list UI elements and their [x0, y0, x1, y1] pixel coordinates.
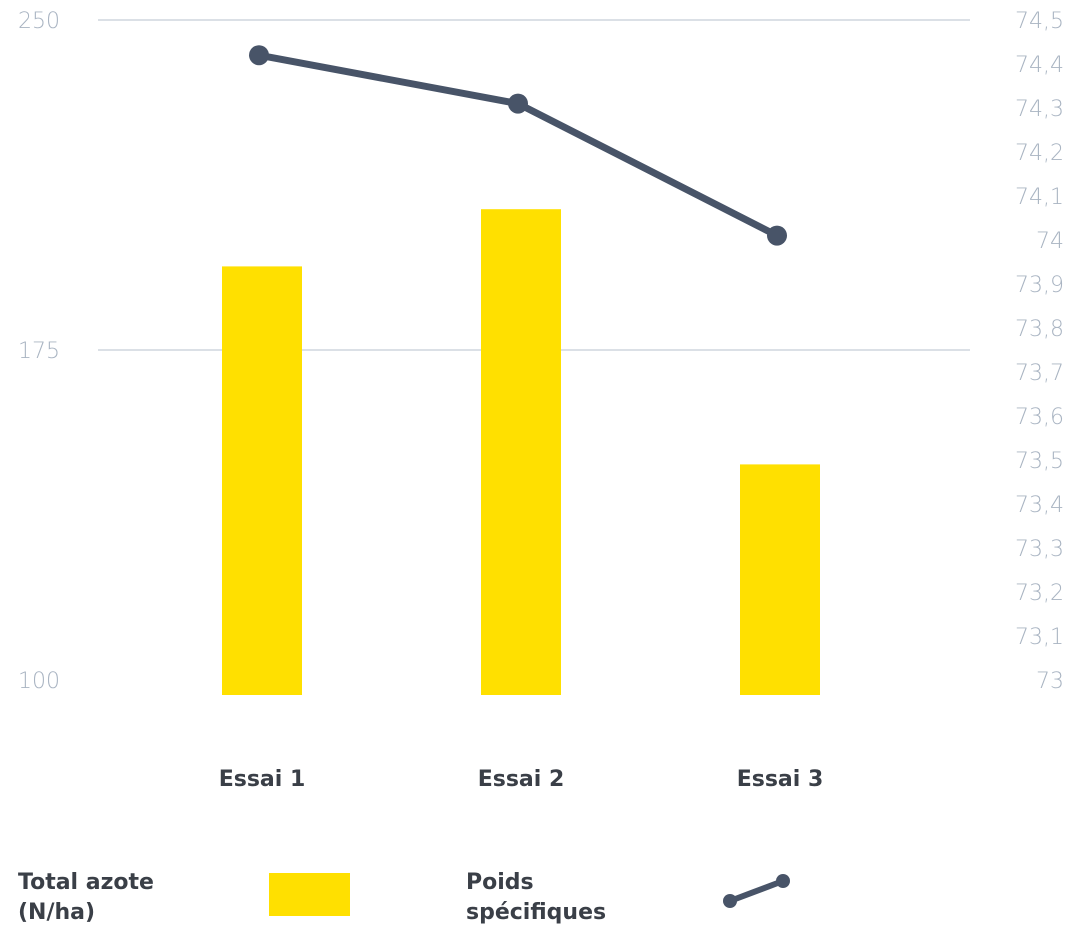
legend-line-swatch [727, 878, 786, 904]
legend: Total azote (N/ha) Poids spécifiques [18, 870, 790, 925]
right-tick-label: 73,5 [1015, 449, 1064, 474]
right-tick-label: 73,2 [1015, 581, 1064, 606]
bar-series [222, 209, 820, 695]
right-tick-label: 73,8 [1015, 317, 1064, 342]
bar [740, 464, 820, 695]
bar [222, 266, 302, 695]
line-point [249, 45, 269, 66]
left-tick-label: 250 [18, 9, 60, 34]
category-label: Essai 3 [737, 767, 824, 792]
right-axis-ticks: 74,5 74,4 74,3 74,2 74,1 74 73,9 73,8 73,7 73,6 73… [1015, 9, 1064, 694]
legend-label: Total azote (N/ha) [18, 870, 154, 925]
category-label: Essai 2 [478, 767, 565, 792]
category-labels: Essai 1 Essai 2 Essai 3 [219, 767, 824, 792]
right-tick-label: 73 [1036, 669, 1064, 694]
legend-bar-swatch [269, 873, 350, 916]
right-tick-label: 74,2 [1015, 141, 1064, 166]
right-tick-label: 74,1 [1015, 185, 1064, 210]
legend-line-point [723, 894, 737, 908]
legend-line-point [776, 874, 790, 888]
right-tick-label: 73,6 [1015, 405, 1064, 430]
legend-label: Poids spécifiques [466, 870, 606, 925]
series-line [255, 51, 781, 240]
right-tick-label: 74,5 [1015, 9, 1064, 34]
right-tick-label: 74,4 [1015, 53, 1064, 78]
right-tick-label: 73,3 [1015, 537, 1064, 562]
legend-label-line: Poids [466, 870, 534, 895]
right-tick-label: 74 [1036, 229, 1064, 254]
category-label: Essai 1 [219, 767, 306, 792]
legend-label-line: (N/ha) [18, 900, 95, 925]
legend-label-line: Total azote [18, 870, 154, 895]
right-tick-label: 74,3 [1015, 97, 1064, 122]
left-tick-label: 175 [18, 339, 60, 364]
left-axis-ticks: 250 175 100 [18, 9, 60, 694]
right-tick-label: 73,1 [1015, 625, 1064, 650]
bar [481, 209, 561, 695]
line-point [767, 225, 787, 246]
legend-label-line: spécifiques [466, 900, 606, 925]
right-tick-label: 73,9 [1015, 273, 1064, 298]
line-series [249, 45, 787, 246]
right-tick-label: 73,7 [1015, 361, 1064, 386]
right-tick-label: 73,4 [1015, 493, 1064, 518]
line-point [508, 93, 528, 114]
left-tick-label: 100 [18, 669, 60, 694]
